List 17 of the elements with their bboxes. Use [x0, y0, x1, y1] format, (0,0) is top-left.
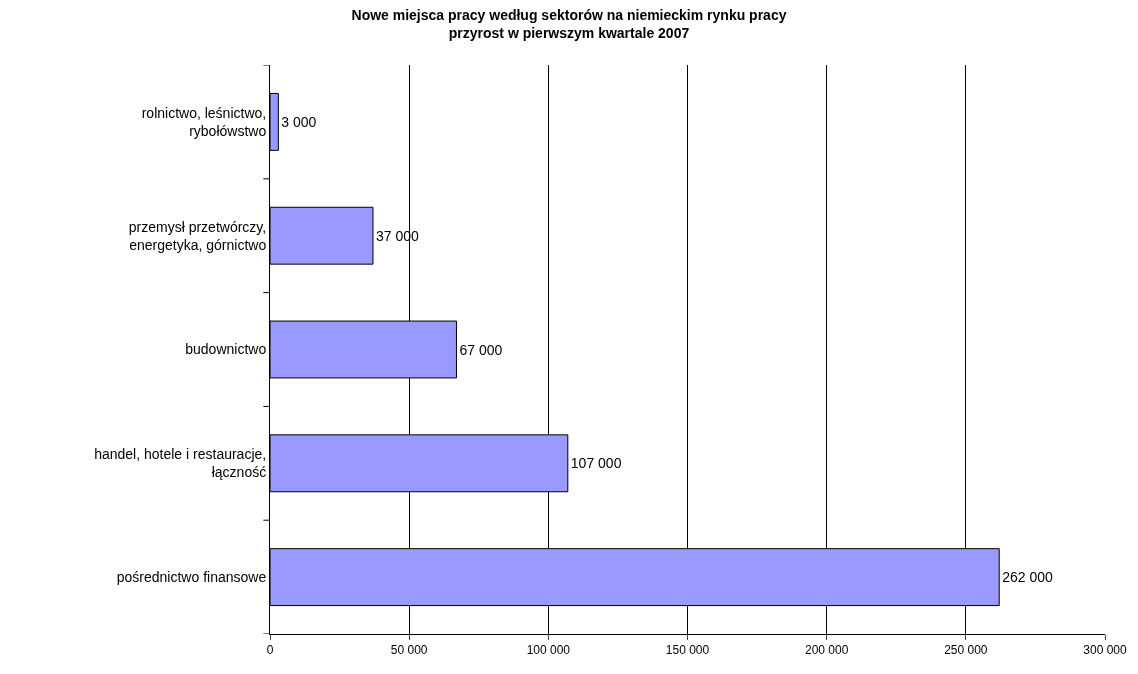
y-tick-label: rolnictwo, leśnictwo, rybołówstwo [141, 104, 267, 139]
x-tick-label: 50 000 [390, 643, 428, 658]
y-tick-label: budownictwo [185, 341, 267, 358]
x-tick-label: 300 000 [1083, 643, 1128, 658]
data-label: 262 000 [1002, 569, 1054, 586]
x-tick-label: 0 [266, 643, 274, 658]
y-tick-label: pośrednictwo finansowe [116, 569, 267, 585]
x-tick-label: 150 000 [665, 643, 710, 658]
x-tick-label: 100 000 [526, 643, 571, 658]
x-tick-label: 200 000 [804, 643, 849, 658]
y-tick-label: przemysł przetwórczy, energetyka, górnictwo [128, 218, 267, 253]
data-label: 3 000 [281, 113, 317, 130]
chart-title: Nowe miejsca pracy według sektorów na niemieckim rynku pracy przyrost w pierwszym kwartale 2007 [351, 7, 787, 42]
y-tick-label: handel, hotele i restauracje, łączność [94, 446, 267, 481]
data-label: 107 000 [570, 455, 622, 472]
data-label: 67 000 [459, 341, 503, 358]
x-tick-label: 250 000 [944, 643, 988, 658]
